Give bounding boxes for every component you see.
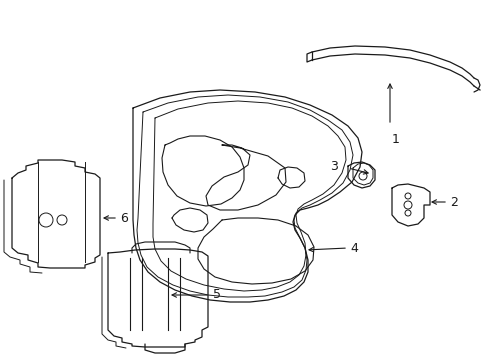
Text: 5: 5 [213,288,221,302]
Text: 6: 6 [120,211,128,225]
Text: 4: 4 [349,242,357,255]
Text: 1: 1 [391,133,399,146]
Text: 3: 3 [329,159,337,172]
Text: 2: 2 [449,195,457,208]
